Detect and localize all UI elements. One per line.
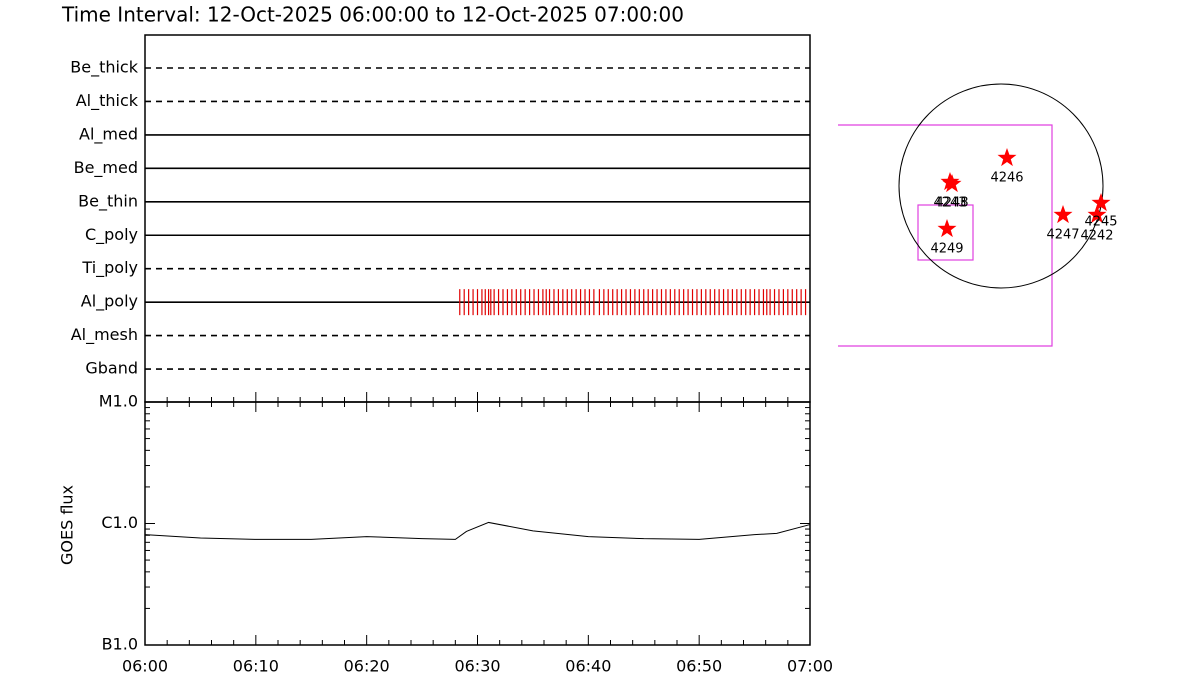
region-star — [997, 148, 1017, 167]
filter-label: Al_mesh — [71, 325, 138, 345]
filter-label: C_poly — [85, 225, 138, 245]
x-tick-label: 06:30 — [454, 657, 500, 676]
region-star — [942, 174, 962, 193]
filter-label: Al_thick — [76, 91, 139, 111]
x-tick-label: 06:50 — [676, 657, 722, 676]
solar-limb — [898, 83, 1104, 289]
x-tick-label: 06:10 — [233, 657, 279, 676]
goes-line — [144, 521, 811, 540]
region-label: 4247 — [1046, 228, 1079, 243]
region-label: 4248 — [935, 196, 968, 211]
region-star — [1053, 205, 1073, 224]
y-tick-label: C1.0 — [101, 513, 138, 532]
region-label: 4249 — [930, 242, 963, 257]
region-star — [1091, 193, 1111, 212]
filter-label: Be_thick — [70, 58, 138, 78]
chart-title: Time Interval: 12-Oct-2025 06:00:00 to 1… — [61, 3, 684, 27]
filter-label: Be_med — [74, 158, 138, 178]
x-tick-label: 06:00 — [122, 657, 168, 676]
fov-box — [838, 124, 1053, 347]
filter-label: Al_poly — [81, 292, 138, 312]
goes-frame — [144, 401, 811, 646]
x-tick-label: 06:20 — [344, 657, 390, 676]
x-tick-label: 07:00 — [787, 657, 833, 676]
filter-label: Be_thin — [78, 191, 138, 211]
filter-label: Gband — [85, 359, 138, 378]
filter-frame — [144, 34, 811, 403]
y-tick-label: B1.0 — [102, 635, 138, 654]
region-label: 4243 — [933, 196, 966, 211]
x-tick-label: 06:40 — [565, 657, 611, 676]
y-axis-label: GOES flux — [58, 485, 77, 565]
y-tick-label: M1.0 — [99, 392, 138, 411]
filter-label: Ti_poly — [81, 258, 138, 278]
region-label: 4245 — [1084, 215, 1117, 230]
region-label: 4242 — [1080, 229, 1113, 244]
fov-box-small — [917, 204, 974, 261]
region-star — [1087, 205, 1107, 224]
region-star — [937, 219, 957, 238]
region-label: 4246 — [990, 171, 1023, 186]
filter-label: Al_med — [79, 124, 138, 144]
